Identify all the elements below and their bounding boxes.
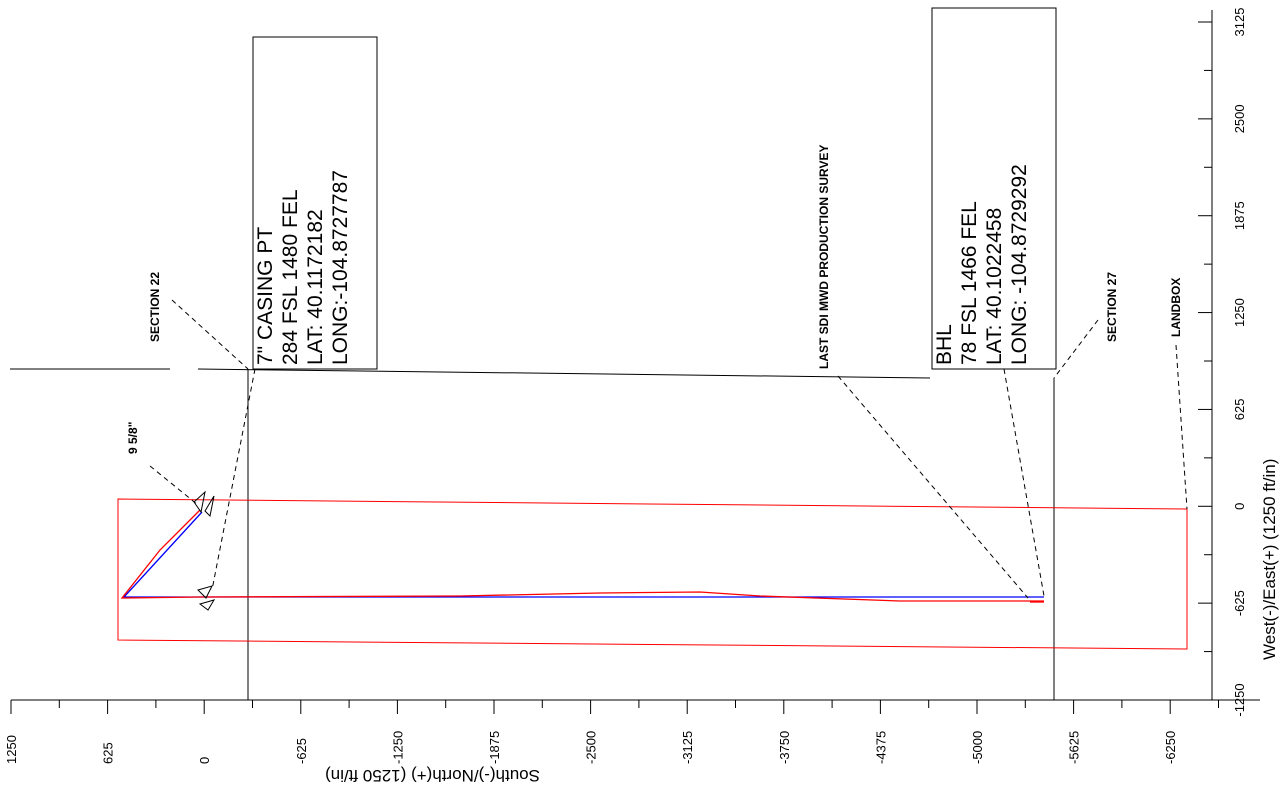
x-tick-label: -625: [294, 738, 309, 764]
x-tick-label: 1250: [4, 735, 19, 764]
y-tick-label: 3125: [1232, 8, 1247, 37]
label-9-5-8: 9 5/8": [126, 422, 140, 454]
label-section27: SECTION 27: [1105, 272, 1119, 342]
y-tick-label: 0: [1232, 503, 1247, 510]
casing-shoe-7in-icon: [197, 585, 216, 611]
section-line-mid: [197, 368, 931, 379]
label-last-sdi: LAST SDI MWD PRODUCTION SURVEY: [817, 145, 831, 369]
casing-pt-line4: LONG:-104.8727787: [329, 170, 352, 365]
leader-landbox: [1175, 344, 1188, 510]
casing-pt-line1: 7" CASING PT: [254, 227, 277, 365]
x-tick-label: 625: [101, 742, 116, 764]
bhl-line3: LAT: 40.1022458: [983, 208, 1006, 365]
leader-casing-pt: [211, 368, 256, 591]
x-tick-label: -3750: [777, 731, 792, 764]
leader-last-sdi: [837, 375, 1029, 599]
leader-bhl: [1003, 368, 1045, 597]
bhl-box: [931, 7, 1057, 370]
y-tick-label: -625: [1232, 590, 1247, 616]
x-tick-label: -6250: [1163, 731, 1178, 764]
x-axis: 1250 625 0 -625 -1250 -1875 -2500 -3125 -3750 -43…: [4, 699, 1260, 764]
casing-shoe-958-icon: [193, 490, 215, 518]
bhl-line2: 78 FSL 1466 FEL: [958, 201, 981, 365]
leader-lines: [149, 299, 1188, 599]
x-tick-label: 0: [197, 757, 212, 764]
x-tick-label: -5625: [1067, 731, 1082, 764]
landbox-outline: [117, 498, 1188, 650]
y-tick-label: 1250: [1232, 298, 1247, 327]
actual-wellpath: [120, 509, 1044, 602]
y-tick-label: 625: [1232, 399, 1247, 421]
leader-section22: [171, 299, 249, 370]
x-tick-label: -2500: [584, 731, 599, 764]
y-axis: -1250 -625 0 625 1250 1875 2500 3125: [1198, 8, 1247, 717]
x-tick-label: -5000: [970, 731, 985, 764]
y-tick-label: 2500: [1232, 104, 1247, 133]
x-tick-label: -1875: [487, 731, 502, 764]
bhl-line4: LONG: -104.8729292: [1008, 164, 1031, 365]
y-tick-label: -1250: [1232, 683, 1247, 716]
leader-section27: [1053, 319, 1099, 379]
x-tick-label: -4375: [873, 731, 888, 764]
plan-wellpath: [122, 511, 1044, 598]
leader-9-5-8: [149, 465, 199, 506]
casing-pt-line2: 284 FSL 1480 FEL: [279, 189, 302, 365]
bhl-line1: BHL: [933, 324, 956, 365]
x-tick-label: -3125: [680, 731, 695, 764]
y-tick-label: 1875: [1232, 201, 1247, 230]
y-axis-title: West(-)/East(+) (1250 ft/in): [1260, 459, 1279, 660]
casing-pt-box: [252, 36, 378, 370]
x-tick-label: -1250: [390, 731, 405, 764]
label-section22: SECTION 22: [148, 272, 162, 342]
label-landbox: LANDBOX: [1169, 278, 1183, 337]
casing-pt-line3: LAT: 40.1172182: [304, 209, 327, 365]
x-axis-title: South(-)/North(+) (1250 ft/in): [325, 766, 540, 785]
